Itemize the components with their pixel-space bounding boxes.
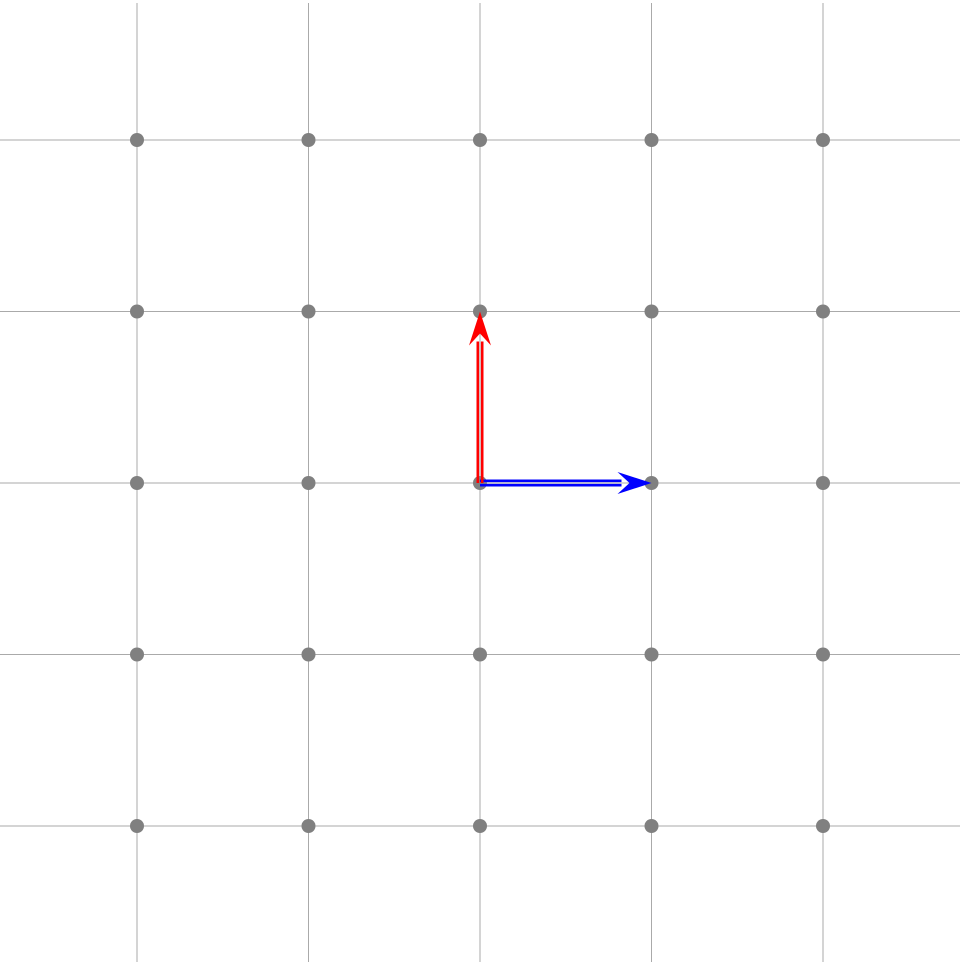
vector-e1: [480, 472, 652, 494]
arrowhead: [469, 311, 491, 346]
lattice-point: [473, 819, 487, 833]
lattice-point: [816, 647, 830, 662]
lattice-point: [130, 819, 144, 833]
lattice-point: [130, 476, 144, 490]
lattice-point: [301, 476, 316, 490]
lattice-point: [816, 304, 830, 319]
lattice-point: [473, 647, 487, 662]
lattice-point: [301, 647, 316, 662]
lattice-points: [130, 133, 830, 833]
vector-e2: [469, 311, 491, 483]
lattice-point: [473, 133, 487, 147]
lattice-point: [130, 647, 144, 662]
lattice-point: [816, 476, 830, 490]
lattice-point: [301, 304, 316, 319]
lattice-point: [644, 647, 659, 662]
lattice-point: [644, 819, 659, 833]
lattice-point: [301, 133, 316, 147]
lattice-point: [816, 819, 830, 833]
lattice-point: [130, 133, 144, 147]
lattice-point: [301, 819, 316, 833]
lattice-point: [644, 304, 659, 319]
lattice-point: [644, 133, 659, 147]
lattice-point: [473, 476, 487, 490]
lattice-point: [816, 133, 830, 147]
lattice-point: [130, 304, 144, 319]
basis-vectors: [469, 311, 652, 494]
arrowhead: [617, 472, 652, 494]
